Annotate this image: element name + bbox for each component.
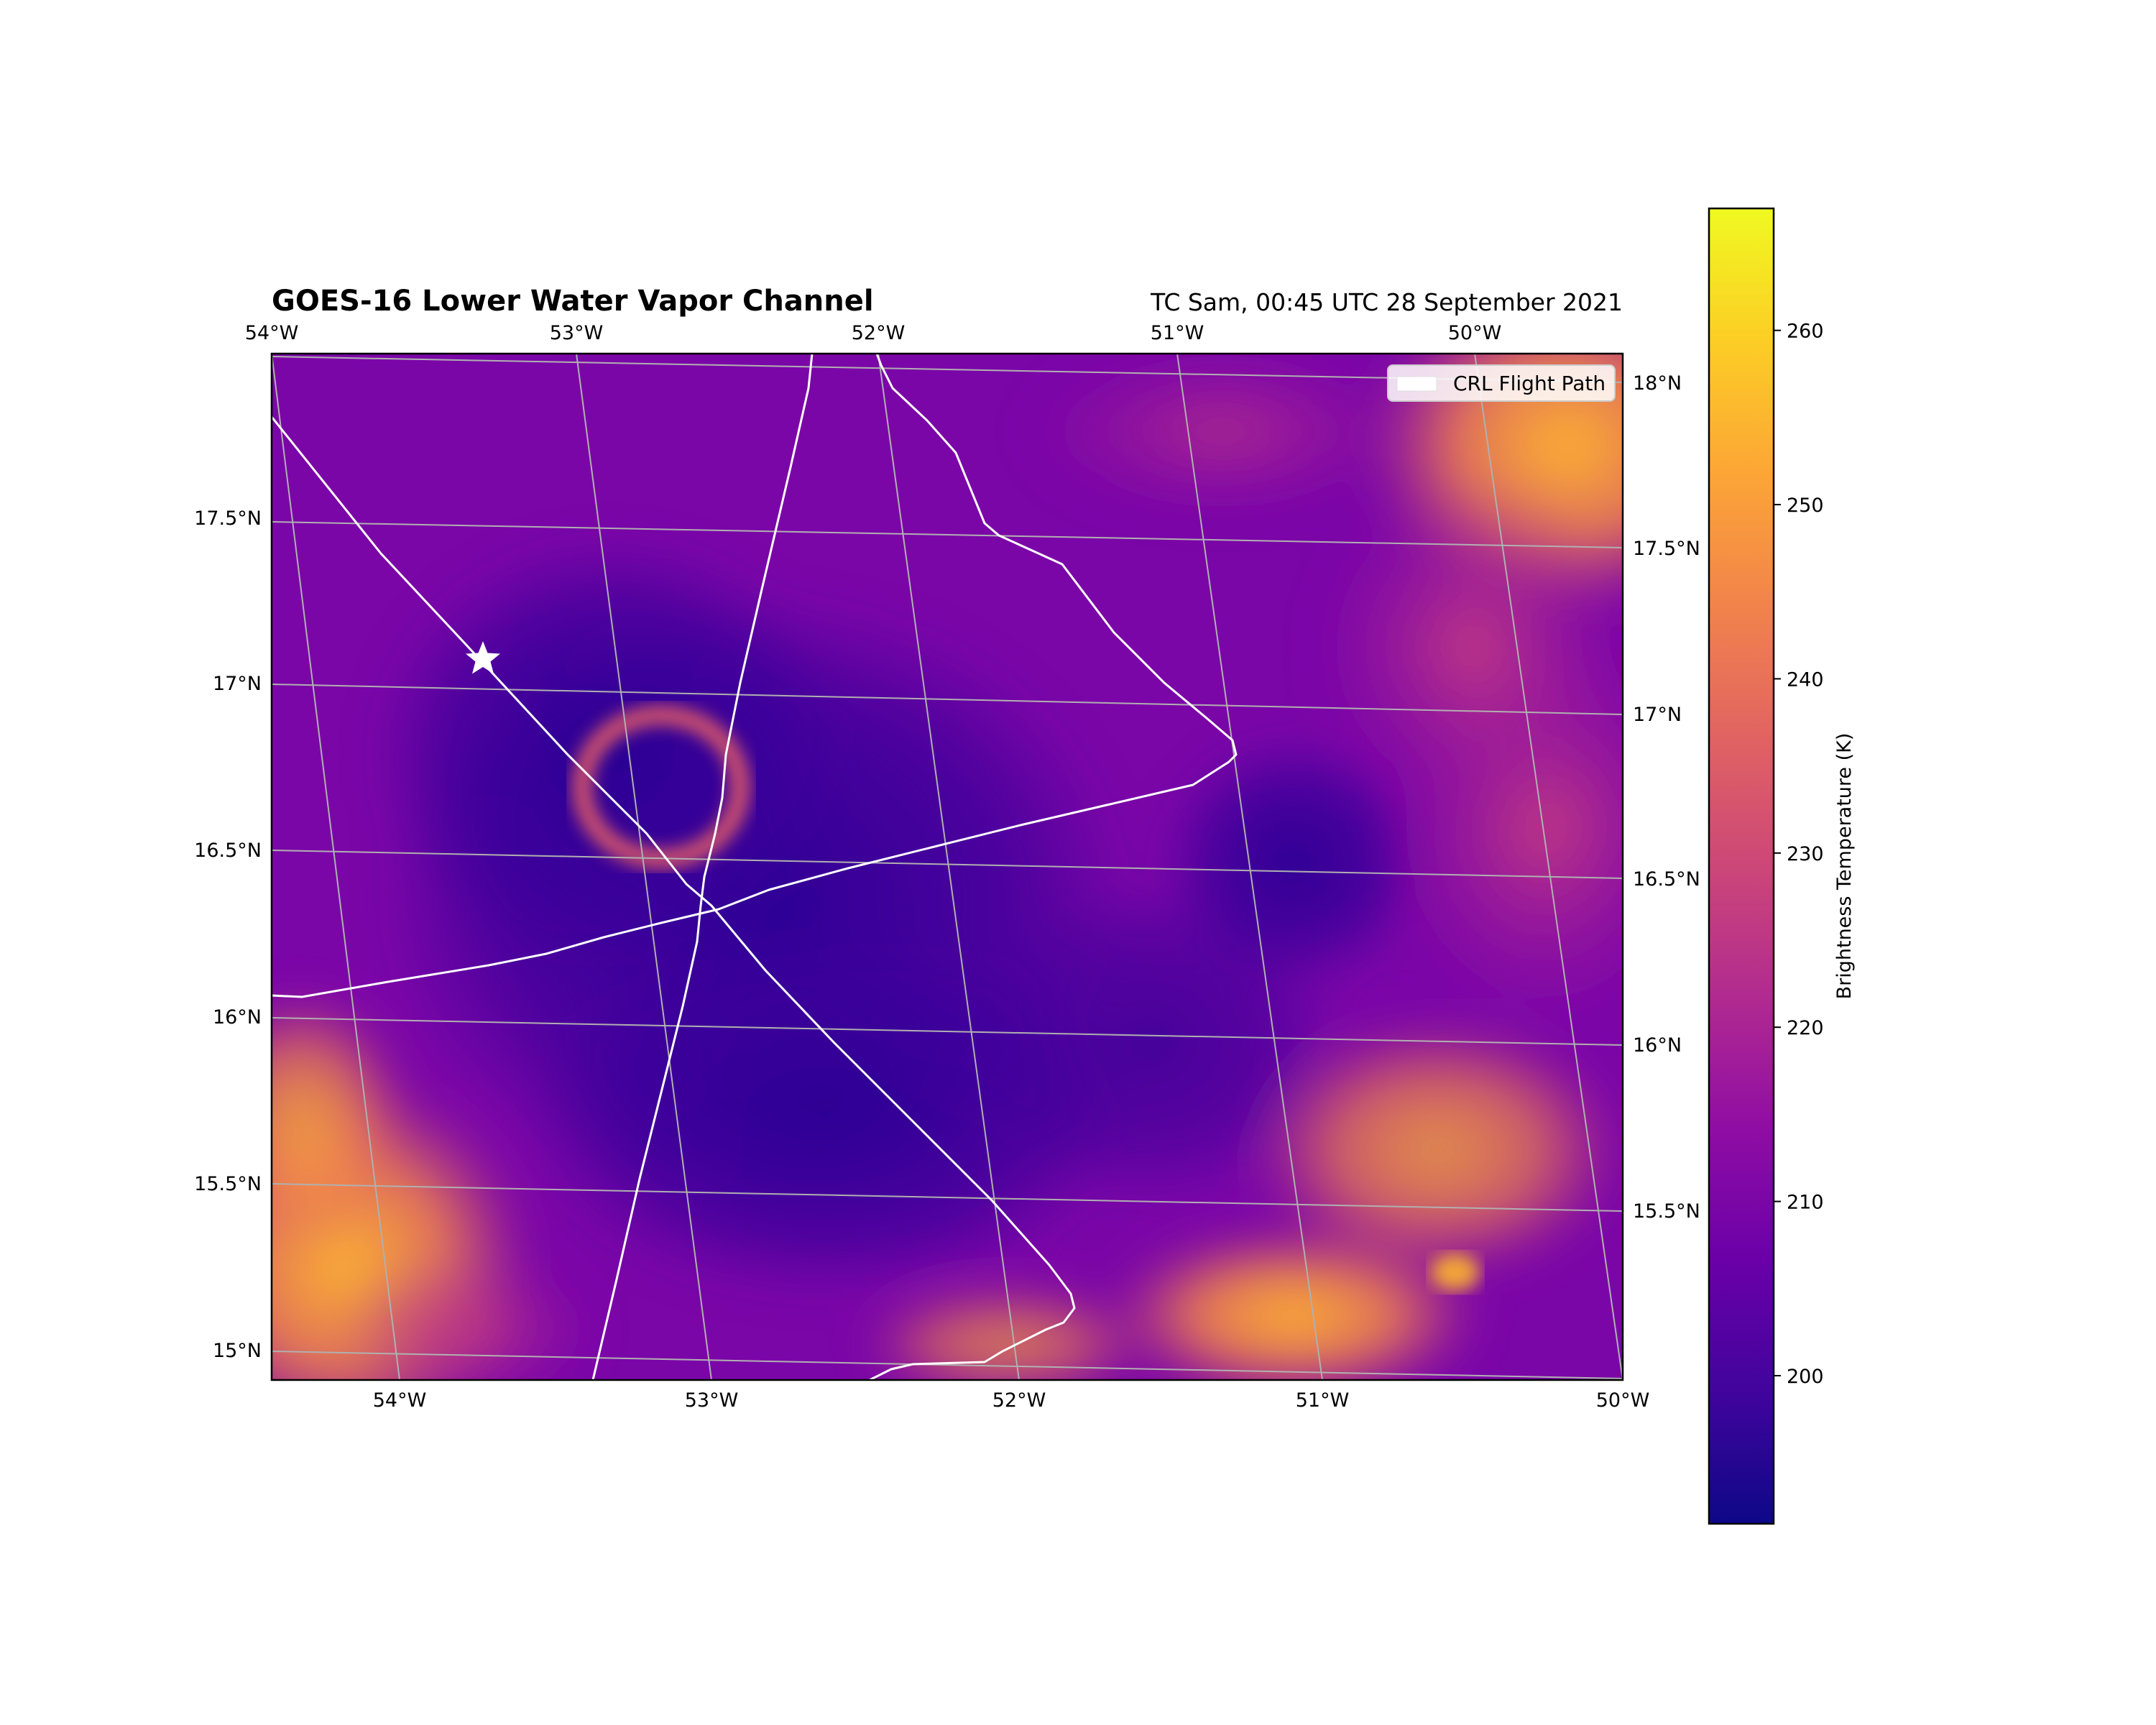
legend-swatch: [1396, 376, 1437, 392]
crl-flight-path: [272, 354, 1238, 1380]
colorbar-tick-label: 250: [1787, 494, 1824, 517]
legend: CRL Flight Path: [1387, 364, 1616, 402]
figure-subtitle: TC Sam, 00:45 UTC 28 September 2021: [1150, 288, 1623, 316]
right-lat-tick-label: 16.5°N: [1633, 868, 1700, 891]
brightness-temperature-field: [272, 354, 1623, 1380]
colorbar-tick-label: 210: [1787, 1192, 1824, 1214]
colorbar: 200 210 220 230 240 250 260 Brightness Tempera…: [1708, 207, 1856, 1525]
map-frame: [270, 352, 1624, 1381]
left-lat-tick-label: 16.5°N: [194, 840, 262, 862]
colorbar-tick-label: 220: [1787, 1017, 1824, 1039]
top-lon-tick-labels: 54°W 53°W 52°W 51°W 50°W: [245, 322, 1502, 344]
colorbar-tick-label: 230: [1787, 843, 1824, 865]
bottom-lon-tick-label: 50°W: [1596, 1389, 1650, 1412]
right-lat-tick-label: 17°N: [1633, 704, 1682, 726]
colorbar-label: Brightness Temperature (K): [1833, 733, 1856, 1000]
top-lon-tick-label: 52°W: [852, 322, 906, 344]
right-lat-tick-label: 18°N: [1633, 372, 1682, 395]
left-lat-tick-label: 16°N: [213, 1006, 262, 1029]
left-lat-tick-labels: 17.5°N 17°N 16.5°N 16°N 15.5°N 15°N: [194, 507, 262, 1362]
star-marker: [466, 641, 500, 674]
right-lat-tick-label: 15.5°N: [1633, 1200, 1700, 1223]
bottom-lon-tick-label: 54°W: [373, 1389, 427, 1412]
map-gridlines: [272, 354, 1623, 1380]
bottom-lon-tick-label: 53°W: [685, 1389, 739, 1412]
left-lat-tick-label: 17.5°N: [194, 507, 262, 530]
left-lat-tick-label: 15°N: [213, 1340, 262, 1362]
top-lon-tick-label: 51°W: [1151, 322, 1204, 344]
colorbar-tick-label: 200: [1787, 1366, 1824, 1388]
top-lon-tick-label: 54°W: [245, 322, 299, 344]
right-lat-tick-label: 17.5°N: [1633, 538, 1700, 560]
left-lat-tick-label: 15.5°N: [194, 1173, 262, 1195]
right-lat-tick-labels: 18°N 17.5°N 17°N 16.5°N 16°N 15.5°N: [1633, 372, 1700, 1223]
left-lat-tick-label: 17°N: [213, 673, 262, 695]
colorbar-gradient: [1708, 207, 1775, 1525]
colorbar-tick-label: 260: [1787, 321, 1824, 343]
bottom-lon-tick-label: 51°W: [1296, 1389, 1350, 1412]
colorbar-tick-label: 240: [1787, 668, 1824, 691]
colorbar-ticks: 200 210 220 230 240 250 260: [1774, 321, 1824, 1388]
bottom-lon-tick-labels: 54°W 53°W 52°W 51°W 50°W: [373, 1389, 1650, 1412]
top-lon-tick-label: 53°W: [550, 322, 604, 344]
legend-label: CRL Flight Path: [1453, 372, 1606, 395]
figure-title: GOES-16 Lower Water Vapor Channel: [272, 285, 874, 318]
right-lat-tick-label: 16°N: [1633, 1034, 1682, 1057]
bottom-lon-tick-label: 52°W: [992, 1389, 1046, 1412]
top-lon-tick-label: 50°W: [1448, 322, 1502, 344]
